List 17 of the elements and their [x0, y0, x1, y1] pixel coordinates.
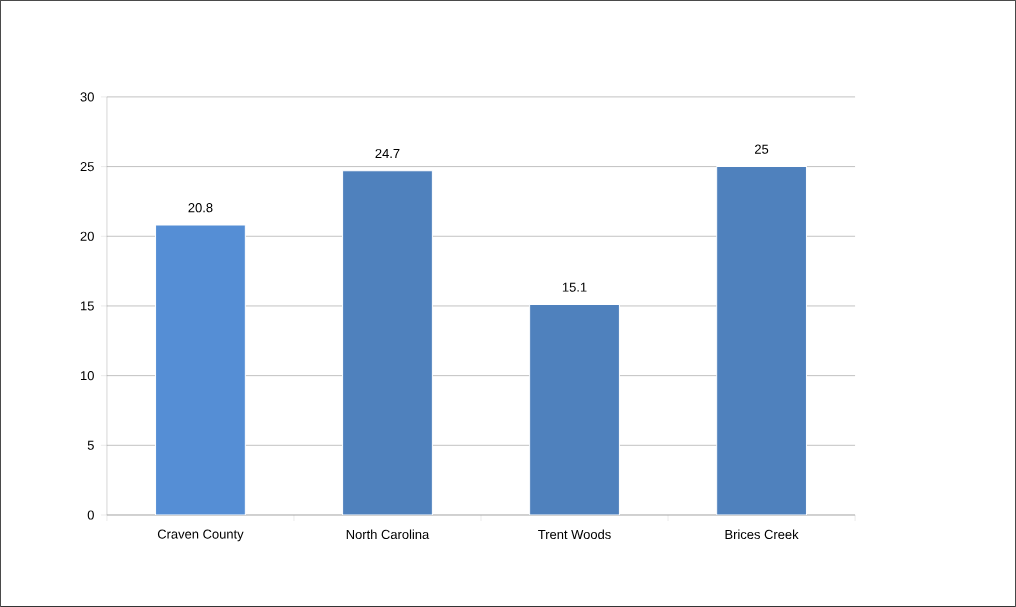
data-label: 20.8 [188, 203, 213, 213]
y-tick-label: 0 [87, 510, 94, 520]
y-tick-label: 30 [80, 92, 94, 102]
x-tick-label: Craven County [157, 529, 244, 542]
bar [342, 170, 433, 516]
y-tick-label: 20 [80, 231, 94, 241]
bar [716, 166, 807, 516]
x-tick-label: Trent Woods [538, 529, 611, 540]
x-tick-label: North Carolina [346, 529, 430, 540]
y-tick-label: 10 [80, 371, 94, 381]
y-tick-label: 5 [87, 440, 94, 450]
data-label: 15.1 [562, 282, 587, 292]
y-tick-label: 15 [80, 301, 94, 311]
data-label: 25 [755, 144, 769, 154]
y-tick-label: 25 [80, 162, 94, 172]
data-label: 24.7 [375, 148, 400, 158]
x-tick-label: Brices Creek [725, 529, 799, 540]
